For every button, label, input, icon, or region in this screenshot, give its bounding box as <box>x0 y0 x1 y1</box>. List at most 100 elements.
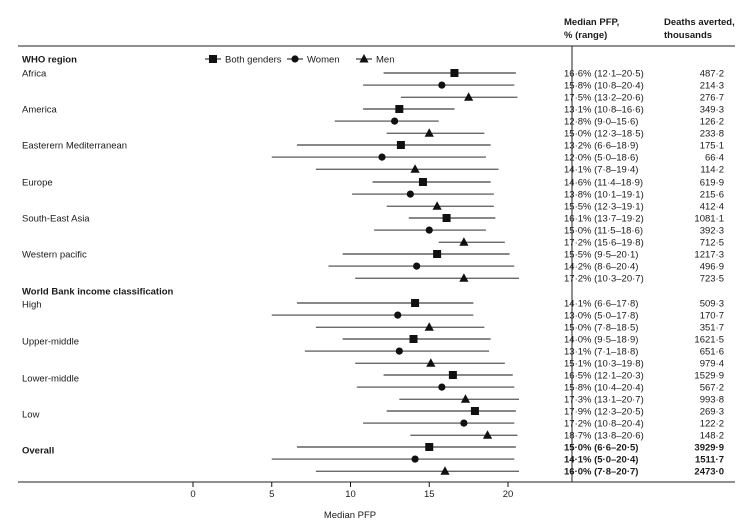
deaths-averted-text: 1621·5 <box>694 335 724 346</box>
deaths-averted-text: 233·8 <box>700 129 724 140</box>
pfp-range-text: 13·1% (10·8–16·6) <box>564 105 644 116</box>
pfp-range-text: 15·8% (10·4–20·4) <box>564 383 644 394</box>
deaths-averted-text: 2473·0 <box>694 467 724 478</box>
forest-row: 13·2% (6·6–18·9) 175·1 <box>296 141 724 152</box>
forest-row: 16·6% (12·1–20·5) 487·2 <box>383 69 724 80</box>
pfp-range-text: 16·0% (7·8–20·7) <box>564 467 638 478</box>
pfp-range-text: 17·2% (15·6–19·8) <box>564 238 644 249</box>
pfp-range-text: 14·6% (11·4–18·9) <box>564 178 643 189</box>
deaths-averted-text: 170·7 <box>700 311 724 322</box>
deaths-averted-text: 1217·3 <box>694 250 724 261</box>
deaths-averted-text: 276·7 <box>700 93 724 104</box>
group-label: Lower-middle <box>22 374 79 385</box>
pfp-range-text: 16·6% (12·1–20·5) <box>564 69 644 80</box>
deaths-averted-text: 1529·9 <box>694 371 724 382</box>
forest-row: 14·1% (5·0–20·4) 1511·7 <box>271 455 724 466</box>
forest-row: 13·8% (10·1–19·1) 215·6 <box>352 190 724 201</box>
group-label: Low <box>22 410 40 421</box>
legend-marker-triangle <box>359 54 369 63</box>
point-marker-circle <box>411 455 419 463</box>
deaths-averted-text: 993·8 <box>700 395 724 406</box>
point-marker-triangle <box>432 201 442 210</box>
deaths-averted-text: 619·9 <box>700 178 724 189</box>
legend-label-circle: Women <box>307 55 340 66</box>
deaths-averted-text: 723·5 <box>700 274 724 285</box>
forest-row: 14·1% (6·6–17·8) 509·3 <box>296 299 724 310</box>
point-marker-circle <box>413 262 421 270</box>
x-tick-label: 5 <box>269 489 274 500</box>
deaths-averted-text: 509·3 <box>700 299 724 310</box>
x-tick-label: 0 <box>190 489 195 500</box>
group-label: South-East Asia <box>22 214 90 225</box>
group-label: Western pacific <box>22 250 87 261</box>
forest-row: 17·2% (10·8–20·4) 122·2 <box>363 419 724 430</box>
forest-row: 17·9% (12·3–20·5) 269·3 <box>386 407 724 418</box>
group-label: Overall <box>22 446 54 457</box>
pfp-column-header-line2: % (range) <box>564 30 607 41</box>
deaths-averted-text: 712·5 <box>700 238 724 249</box>
deaths-averted-text: 269·3 <box>700 407 724 418</box>
deaths-column-header-line2: thousands <box>664 30 712 41</box>
point-marker-triangle <box>459 273 469 282</box>
forest-row: 16·0% (7·8–20·7) 2473·0 <box>315 466 724 478</box>
forest-row: 15·8% (10·8–20·4) 214·3 <box>363 81 724 92</box>
point-marker-circle <box>438 81 446 89</box>
point-marker-circle <box>425 226 433 234</box>
group-label: Easterern Mediterranean <box>22 141 127 152</box>
forest-row: 13·0% (5·0–17·8) 170·7 <box>271 311 724 322</box>
point-marker-circle <box>394 311 402 319</box>
x-tick-label: 10 <box>345 489 356 500</box>
x-axis-label: Median PFP <box>324 510 376 521</box>
pfp-range-text: 14·1% (6·6–17·8) <box>564 299 638 310</box>
point-marker-circle <box>395 347 403 355</box>
point-marker-triangle <box>424 322 434 331</box>
point-marker-square <box>396 141 405 149</box>
point-marker-square <box>395 105 404 113</box>
deaths-averted-text: 351·7 <box>700 323 724 334</box>
forest-row: 18·7% (13·8–20·6) 148·2 <box>410 430 724 442</box>
forest-row: 16·5% (12·1–20·3) 1529·9 <box>383 371 724 382</box>
deaths-averted-text: 392·3 <box>700 226 724 237</box>
forest-row: 12·0% (5·0–18·6) 66·4 <box>271 153 724 164</box>
deaths-averted-text: 214·3 <box>700 81 724 92</box>
point-marker-square <box>450 69 459 77</box>
point-marker-circle <box>438 383 446 391</box>
forest-row: 14·6% (11·4–18·9) 619·9 <box>372 178 724 189</box>
group-label: Upper-middle <box>22 337 79 348</box>
pfp-range-text: 15·5% (9·5–20·1) <box>564 250 638 261</box>
forest-row: 16·1% (13·7–19·2) 1081·1 <box>408 214 724 225</box>
pfp-range-text: 14·1% (7·8–19·4) <box>564 165 638 176</box>
point-marker-triangle <box>482 430 493 439</box>
deaths-averted-text: 349·3 <box>700 105 724 116</box>
point-marker-circle <box>406 190 414 198</box>
pfp-range-text: 14·0% (9·5–18·9) <box>564 335 638 346</box>
x-tick-label: 20 <box>503 489 514 500</box>
point-marker-square <box>433 250 442 258</box>
point-marker-square <box>411 299 420 307</box>
forest-row: 14·1% (7·8–19·4) 114·2 <box>315 164 724 176</box>
deaths-averted-text: 1511·7 <box>695 455 724 466</box>
pfp-range-text: 13·2% (6·6–18·9) <box>564 141 638 152</box>
pfp-range-text: 15·1% (10·3–19·8) <box>564 359 644 370</box>
forest-row: 17·2% (15·6–19·8) 712·5 <box>438 237 724 249</box>
forest-row: 13·1% (7·1–18·8) 651·6 <box>304 347 724 358</box>
forest-row: 14·2% (8·6–20·4) 496·9 <box>328 262 724 273</box>
point-marker-triangle <box>426 358 436 367</box>
point-marker-circle <box>378 153 386 161</box>
legend-label-square: Both genders <box>225 55 282 66</box>
forest-row: 17·5% (13·2–20·6) 276·7 <box>400 92 724 104</box>
deaths-averted-text: 567·2 <box>700 383 724 394</box>
x-axis: 0 5 10 15 20 <box>190 482 513 500</box>
deaths-averted-text: 487·2 <box>700 69 724 80</box>
point-marker-triangle <box>424 128 434 137</box>
forest-row: 14·0% (9·5–18·9) 1621·5 <box>342 335 724 346</box>
pfp-range-text: 13·1% (7·1–18·8) <box>564 347 638 358</box>
legend-marker-square <box>209 55 217 63</box>
pfp-range-text: 17·3% (13·1–20·7) <box>564 395 644 406</box>
forest-row: 15·1% (10·3–19·8) 979·4 <box>355 358 724 370</box>
pfp-range-text: 17·5% (13·2–20·6) <box>564 93 644 104</box>
group-label: High <box>22 300 42 311</box>
